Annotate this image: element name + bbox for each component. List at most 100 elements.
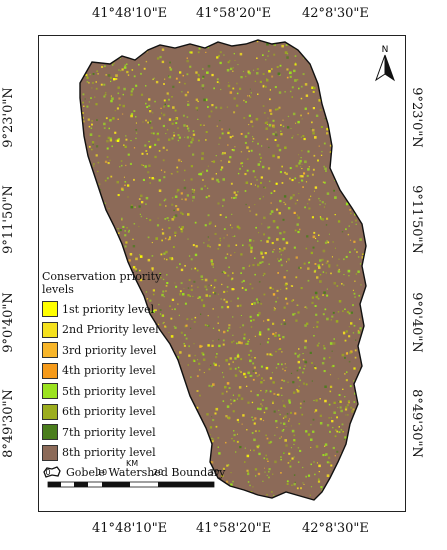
priority-pixel [249,484,251,487]
priority-pixel [296,369,299,372]
priority-pixel [364,297,366,299]
priority-pixel [135,122,137,124]
priority-pixel [239,445,242,449]
priority-pixel [332,105,335,108]
priority-pixel [305,94,309,97]
priority-pixel [352,443,356,446]
priority-pixel [186,59,189,63]
priority-pixel [106,54,108,56]
priority-pixel [184,198,187,201]
priority-pixel [332,364,335,368]
priority-pixel [294,312,296,315]
priority-pixel [295,256,298,259]
priority-pixel [268,338,270,340]
priority-pixel [194,354,196,357]
priority-pixel [280,422,282,424]
priority-pixel [318,99,321,102]
priority-pixel [211,263,214,266]
priority-pixel [230,182,233,185]
priority-pixel [213,286,216,288]
priority-pixel [339,93,341,95]
priority-pixel [347,400,350,403]
priority-pixel [87,239,90,241]
priority-pixel [202,75,205,78]
priority-pixel [274,108,277,111]
priority-pixel [311,86,314,89]
priority-pixel [180,192,183,195]
priority-pixel [341,231,344,233]
priority-pixel [246,469,249,472]
priority-pixel [196,269,199,272]
priority-pixel [226,40,229,41]
priority-pixel [110,258,113,261]
priority-pixel [155,80,159,84]
priority-pixel [361,481,364,484]
legend-swatch [42,362,58,379]
priority-pixel [198,173,200,176]
priority-pixel [295,164,298,168]
priority-pixel [272,132,275,136]
priority-pixel [261,377,263,380]
priority-pixel [161,48,165,51]
priority-pixel [330,468,332,470]
priority-pixel [226,106,229,108]
priority-pixel [166,129,169,131]
priority-pixel [252,240,255,242]
priority-pixel [152,132,155,135]
priority-pixel [175,77,178,80]
priority-pixel [218,365,220,367]
priority-pixel [117,86,120,89]
priority-pixel [95,87,98,90]
priority-pixel [212,308,214,310]
priority-pixel [228,327,231,330]
priority-pixel [327,107,330,111]
priority-pixel [104,179,107,182]
priority-pixel [364,298,366,300]
priority-pixel [111,97,114,100]
priority-pixel [326,260,329,263]
priority-pixel [270,112,273,115]
priority-pixel [186,116,189,118]
priority-pixel [340,147,343,150]
priority-pixel [257,93,259,95]
priority-pixel [213,287,216,290]
priority-pixel [280,264,283,267]
priority-pixel [312,430,315,433]
priority-pixel [202,279,204,281]
priority-pixel [294,481,296,483]
priority-pixel [189,66,191,68]
priority-pixel [220,160,222,162]
priority-pixel [360,101,364,104]
priority-pixel [121,68,124,71]
priority-pixel [192,244,195,247]
priority-pixel [326,288,328,290]
priority-pixel [164,198,167,201]
legend-swatch [42,321,58,338]
priority-pixel [105,92,107,94]
priority-pixel [322,181,324,183]
priority-pixel [362,427,365,430]
watershed-boundary [79,39,367,501]
priority-pixel [202,68,204,70]
priority-pixel [248,206,250,208]
priority-pixel [255,117,259,121]
legend-swatch [42,301,58,318]
priority-pixel [222,372,224,374]
priority-pixel [139,278,143,282]
priority-pixel [319,204,321,206]
priority-pixel [183,124,186,127]
priority-pixel [243,499,245,500]
priority-pixel [345,40,349,44]
priority-pixel [359,411,362,414]
priority-pixel [298,182,300,184]
priority-pixel [253,502,255,504]
priority-pixel [357,256,360,258]
priority-pixel [268,226,271,228]
priority-pixel [288,401,291,404]
priority-pixel [117,232,120,235]
priority-pixel [110,99,113,103]
priority-pixel [323,370,326,373]
priority-pixel [277,363,280,365]
priority-pixel [325,55,329,58]
priority-pixel [208,295,211,298]
